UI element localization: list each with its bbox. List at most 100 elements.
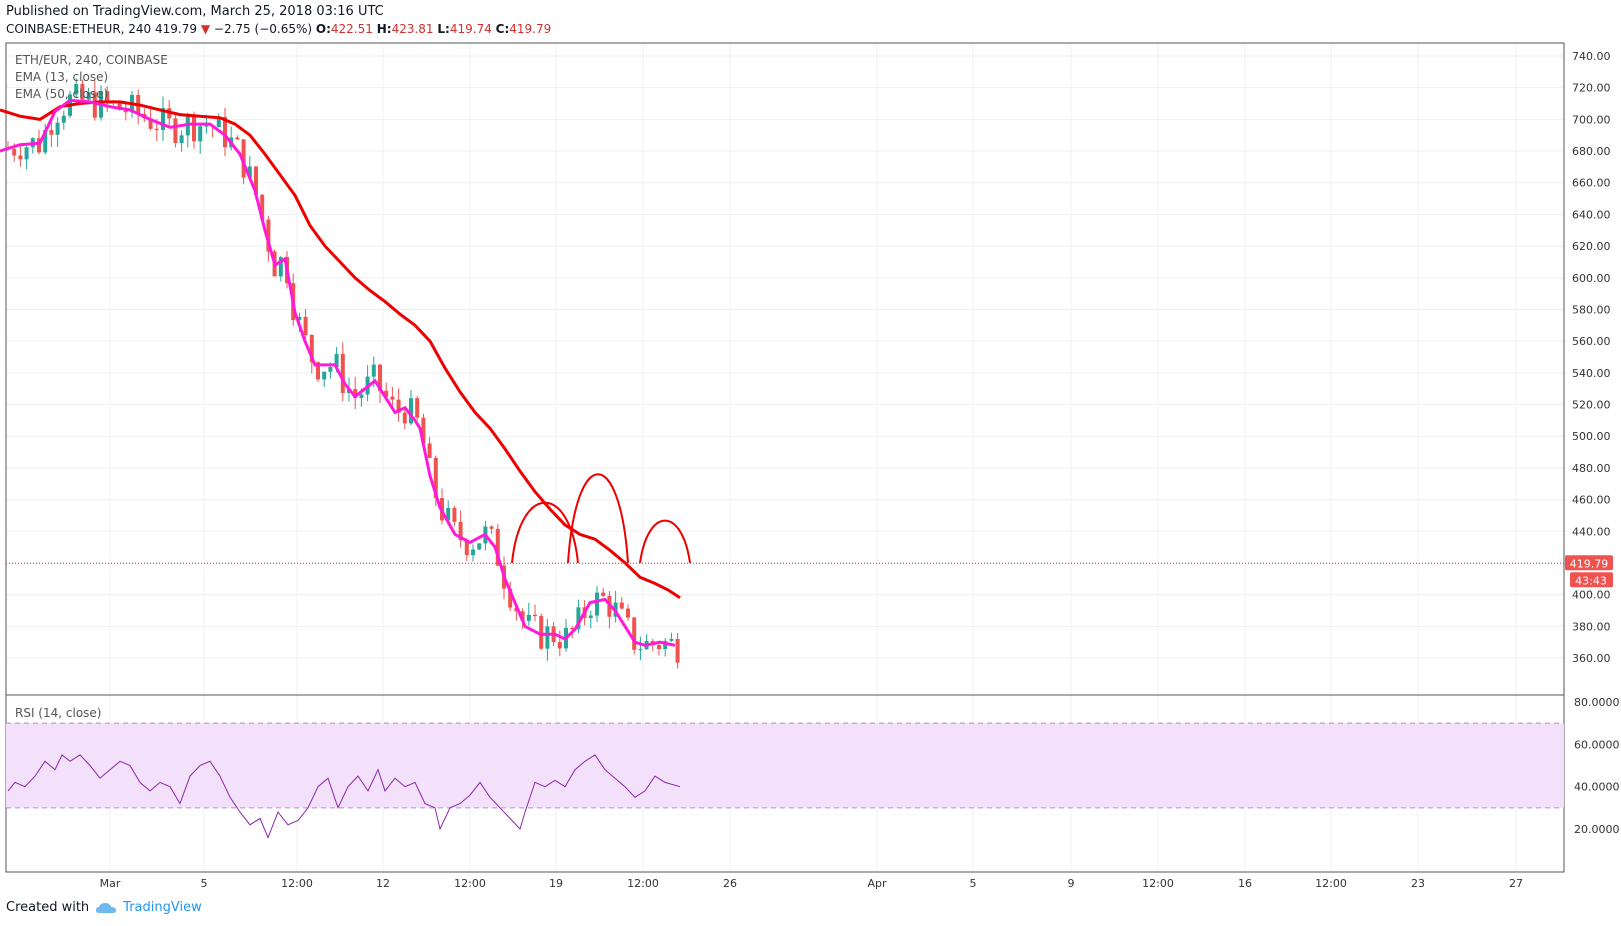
right-shoulder-arc [639,519,691,564]
down-arrow-icon: ▼ [200,22,211,36]
price-tick-label: 540.00 [1572,367,1611,380]
candle-body [489,526,494,529]
price-tick-label: 500.00 [1572,430,1611,443]
candle-body [154,128,159,131]
candle-body [223,116,227,148]
candle-body [192,116,196,142]
candle-body [247,166,252,178]
time-tick-label: 23 [1411,877,1425,890]
price-tick-label: 620.00 [1572,240,1611,253]
candle-body [80,83,85,100]
price-tick-label: 460.00 [1572,494,1611,507]
published-note: Published on TradingView.com, March 25, … [6,4,384,19]
candle-body [161,108,165,131]
legend-ema50: EMA (50, close) [15,87,109,101]
candle-body [254,166,258,195]
candles [6,78,680,669]
rsi-tick-label: 60.0000 [1574,738,1620,751]
rsi-band [6,722,1564,809]
open-label: O: [315,22,331,36]
candle-body [86,92,91,100]
ohlc-bar: COINBASE:ETHEUR, 240 419.79 ▼ −2.75 (−0.… [6,22,551,36]
candle-body [316,362,320,380]
rsi-tick-label: 40.0000 [1574,781,1620,794]
candle-body [309,335,314,363]
candle-body [396,399,401,413]
candle-body [371,364,376,377]
price-tick-label: 740.00 [1572,50,1611,63]
candle-body [18,155,23,160]
candle-body [402,412,407,424]
time-tick-label: 9 [1068,877,1075,890]
high-value: 423.81 [391,22,434,36]
candle-body [626,608,630,618]
candle-body [557,642,562,649]
candle-body [595,592,599,616]
time-tick-label: 5 [201,877,208,890]
candle-body [669,638,674,641]
candle-body [216,116,221,128]
time-tick-label: 12 [376,877,390,890]
close-value: 419.79 [509,22,552,36]
candle-body [533,614,537,617]
candle-body [353,389,358,398]
candle-body [297,316,302,321]
price-tick-label: 660.00 [1572,177,1611,190]
candle-body [74,83,79,95]
candle-body [241,139,246,178]
price-tick-label: 380.00 [1572,620,1611,633]
candle-body [55,122,60,135]
candle-body [576,607,581,630]
head-arc [567,473,629,564]
candle-body [427,443,432,458]
candle-body [570,627,575,630]
price-tick-label: 720.00 [1572,82,1611,95]
price-tick-label: 520.00 [1572,399,1611,412]
candle-body [619,602,624,609]
candle-body [328,367,333,372]
price-tick-label: 700.00 [1572,113,1611,126]
footer-brand[interactable]: TradingView [123,900,202,915]
candle-body [303,316,308,336]
candle-body [266,219,271,252]
candle-body [359,394,364,398]
price-tick-label: 480.00 [1572,462,1611,475]
candle-body [105,91,110,103]
time-tick-label: 5 [970,877,977,890]
candle-body [204,125,209,127]
candle-body [92,92,97,118]
candle-body [415,398,420,418]
price-tick-label: 560.00 [1572,335,1611,348]
time-tick-label: 26 [723,877,737,890]
candle-body [464,540,469,556]
time-tick-label: 12:00 [1142,877,1174,890]
open-value: 422.51 [330,22,373,36]
candle-body [471,549,475,556]
timer-badge-bg [1570,572,1613,588]
candle-body [61,115,66,123]
ema13-line [0,98,676,647]
candle-body [520,611,525,621]
price-change: −2.75 (−0.65%) [213,22,313,36]
candle-body [588,615,593,618]
candle-body [601,592,606,596]
price-tick-label: 360.00 [1572,652,1611,665]
candle-body [421,417,426,444]
timer-badge: 43:43 [1575,574,1607,587]
candle-body [49,130,54,135]
candle-body [495,528,500,566]
price-tick-label: 600.00 [1572,272,1611,285]
footer: Created with TradingView [6,900,202,915]
candle-body [663,640,668,650]
time-tick-label: 12:00 [627,877,659,890]
candle-body [123,109,128,113]
candle-body [148,118,153,129]
candle-body [173,118,178,144]
low-value: 419.74 [449,22,492,36]
low-label: L: [437,22,450,36]
price-badge: 419.79 [1570,557,1609,570]
candle-body [384,390,389,397]
candle-body [409,398,413,424]
legend-ema13: EMA (13, close) [15,70,109,84]
